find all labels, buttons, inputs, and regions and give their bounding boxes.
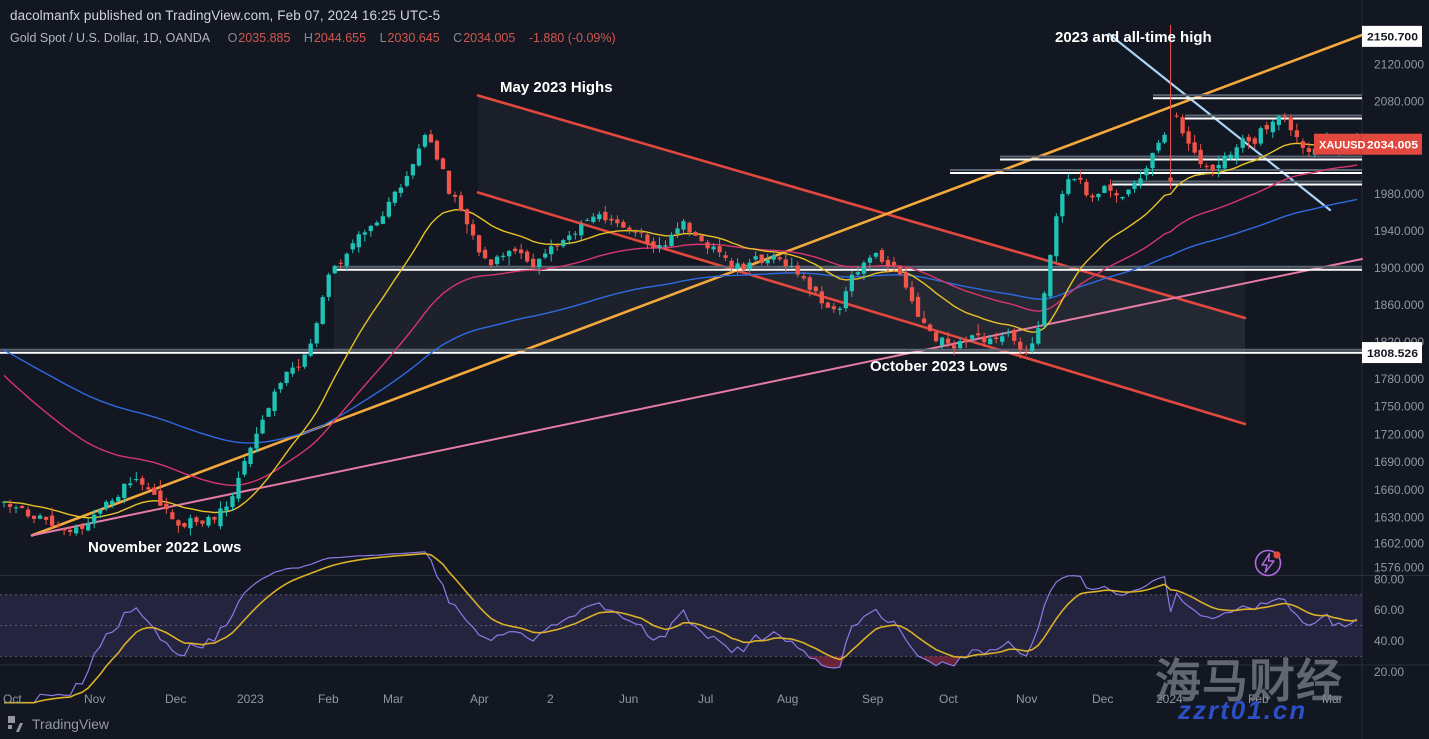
svg-text:1750.000: 1750.000	[1374, 400, 1424, 414]
svg-text:80.00: 80.00	[1374, 572, 1404, 586]
svg-text:Mar: Mar	[383, 692, 404, 706]
svg-text:1720.000: 1720.000	[1374, 427, 1424, 441]
svg-text:2034.005: 2034.005	[1367, 140, 1418, 152]
svg-text:2023: 2023	[237, 692, 264, 706]
svg-text:1940.000: 1940.000	[1374, 224, 1424, 238]
svg-text:1660.000: 1660.000	[1374, 483, 1424, 497]
svg-text:Oct: Oct	[939, 692, 958, 706]
svg-text:2023 and all-time high: 2023 and all-time high	[1055, 29, 1212, 46]
svg-text:Apr: Apr	[470, 692, 489, 706]
svg-text:November 2022 Lows: November 2022 Lows	[88, 539, 241, 556]
svg-text:40.00: 40.00	[1374, 634, 1404, 648]
svg-text:2150.700: 2150.700	[1367, 32, 1418, 44]
svg-text:2: 2	[547, 692, 554, 706]
svg-text:Nov: Nov	[84, 692, 105, 706]
svg-text:1980.000: 1980.000	[1374, 187, 1424, 201]
svg-text:Jul: Jul	[698, 692, 713, 706]
svg-text:20.00: 20.00	[1374, 665, 1404, 679]
svg-text:1780.000: 1780.000	[1374, 372, 1424, 386]
svg-text:October 2023 Lows: October 2023 Lows	[870, 358, 1008, 375]
svg-text:1690.000: 1690.000	[1374, 455, 1424, 469]
svg-text:2080.000: 2080.000	[1374, 95, 1424, 109]
svg-text:1630.000: 1630.000	[1374, 511, 1424, 525]
svg-text:1900.000: 1900.000	[1374, 261, 1424, 275]
svg-text:1602.000: 1602.000	[1374, 536, 1424, 550]
svg-text:2120.000: 2120.000	[1374, 58, 1424, 72]
svg-text:Sep: Sep	[862, 692, 884, 706]
svg-text:Oct: Oct	[3, 692, 22, 706]
svg-text:Dec: Dec	[165, 692, 186, 706]
svg-text:May 2023 Highs: May 2023 Highs	[500, 79, 613, 96]
svg-text:1860.000: 1860.000	[1374, 298, 1424, 312]
svg-text:Dec: Dec	[1092, 692, 1113, 706]
svg-text:Aug: Aug	[777, 692, 798, 706]
svg-text:XAUUSD: XAUUSD	[1319, 140, 1366, 152]
svg-text:60.00: 60.00	[1374, 603, 1404, 617]
svg-text:1808.526: 1808.526	[1367, 348, 1418, 360]
svg-text:Nov: Nov	[1016, 692, 1037, 706]
svg-text:Feb: Feb	[318, 692, 339, 706]
svg-text:Jun: Jun	[619, 692, 638, 706]
